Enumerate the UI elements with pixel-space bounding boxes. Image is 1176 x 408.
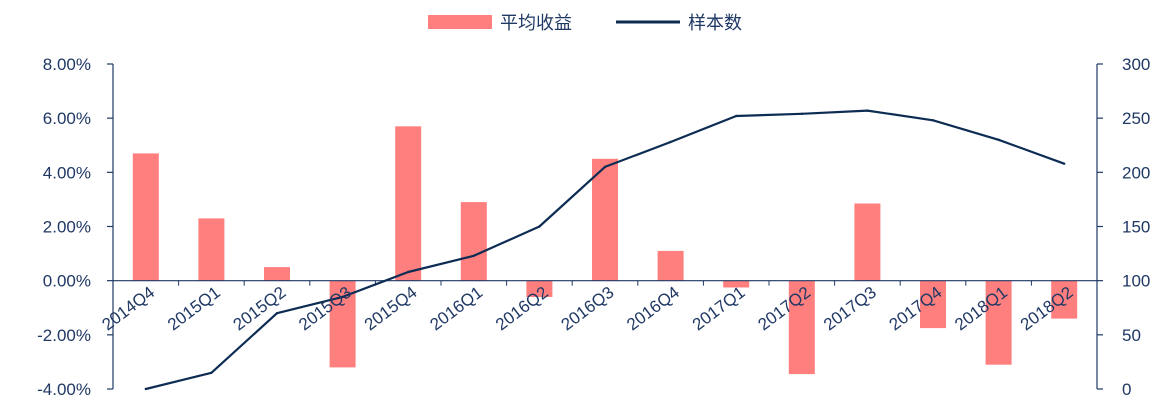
line-point-2017Q3 xyxy=(866,109,869,112)
category-label: 2016Q2 xyxy=(492,283,552,335)
line-point-2015Q3 xyxy=(341,295,344,299)
category-label: 2016Q4 xyxy=(623,283,683,335)
left-tick-label: -2.00% xyxy=(37,326,91,345)
line-point-2017Q1 xyxy=(735,114,738,118)
category-label: 2017Q1 xyxy=(689,283,749,335)
line-point-2016Q3 xyxy=(603,165,607,169)
left-tick-label: 0.00% xyxy=(43,272,91,291)
bar-2016Q4 xyxy=(657,250,684,281)
line-point-2017Q2 xyxy=(800,112,803,116)
bar-2016Q2 xyxy=(526,280,553,297)
bar-2018Q1 xyxy=(985,280,1012,365)
left-tick-label: 6.00% xyxy=(43,109,91,128)
bar-2015Q1 xyxy=(198,218,225,281)
category-label: 2015Q4 xyxy=(361,283,421,335)
left-tick-label: 2.00% xyxy=(43,218,91,237)
line-point-2015Q4 xyxy=(407,270,410,274)
right-tick-label: 50 xyxy=(1122,326,1141,345)
line-series xyxy=(144,109,1066,391)
line-point-2016Q4 xyxy=(669,140,672,144)
bar-2017Q2 xyxy=(788,280,815,375)
line-point-2014Q4 xyxy=(144,387,147,391)
legend-bar-label: 平均收益 xyxy=(500,13,572,34)
right-tick-label: 200 xyxy=(1122,163,1150,182)
line-point-2016Q2 xyxy=(538,225,541,228)
line-point-2016Q1 xyxy=(472,254,475,257)
category-label: 2016Q3 xyxy=(558,283,618,335)
legend: 平均收益 样本数 xyxy=(428,13,742,34)
bar-2015Q4 xyxy=(395,126,422,281)
bar-2016Q1 xyxy=(460,202,487,281)
bar-2015Q2 xyxy=(264,267,290,281)
right-tick-label: 0 xyxy=(1122,380,1131,399)
legend-line-label: 样本数 xyxy=(688,13,742,34)
right-tick-label: 100 xyxy=(1122,272,1150,291)
line-point-2015Q1 xyxy=(210,371,213,374)
line-point-2017Q4 xyxy=(931,119,935,122)
left-tick-label: -4.00% xyxy=(37,380,91,399)
line-point-2018Q1 xyxy=(997,138,1000,141)
category-label: 2015Q1 xyxy=(164,283,224,335)
bar-2018Q2 xyxy=(1051,280,1078,319)
bar-2014Q4 xyxy=(132,153,159,281)
right-tick-label: 250 xyxy=(1122,109,1150,128)
bar-2017Q3 xyxy=(854,203,881,281)
line-point-2018Q2 xyxy=(1063,162,1066,165)
category-label: 2017Q3 xyxy=(820,283,880,335)
left-tick-label: 8.00% xyxy=(43,55,91,74)
right-tick-label: 150 xyxy=(1122,218,1150,237)
bar-series xyxy=(132,126,1078,375)
category-label: 2016Q1 xyxy=(426,283,486,335)
bar-2017Q1 xyxy=(723,280,750,288)
legend-bar-swatch xyxy=(428,15,492,29)
right-tick-label: 300 xyxy=(1122,55,1150,74)
category-label: 2014Q4 xyxy=(98,283,158,335)
left-tick-label: 4.00% xyxy=(43,163,91,182)
bar-2017Q4 xyxy=(920,280,946,329)
bar-2015Q3 xyxy=(329,280,356,368)
line-point-2015Q2 xyxy=(275,312,279,315)
axes: -4.00% -2.00% 0.00% 2.00% 4.00% 6.00% 8.00% 0 50… xyxy=(37,55,1150,399)
bar-2016Q3 xyxy=(592,158,618,281)
category-label: 2015Q2 xyxy=(230,283,290,335)
